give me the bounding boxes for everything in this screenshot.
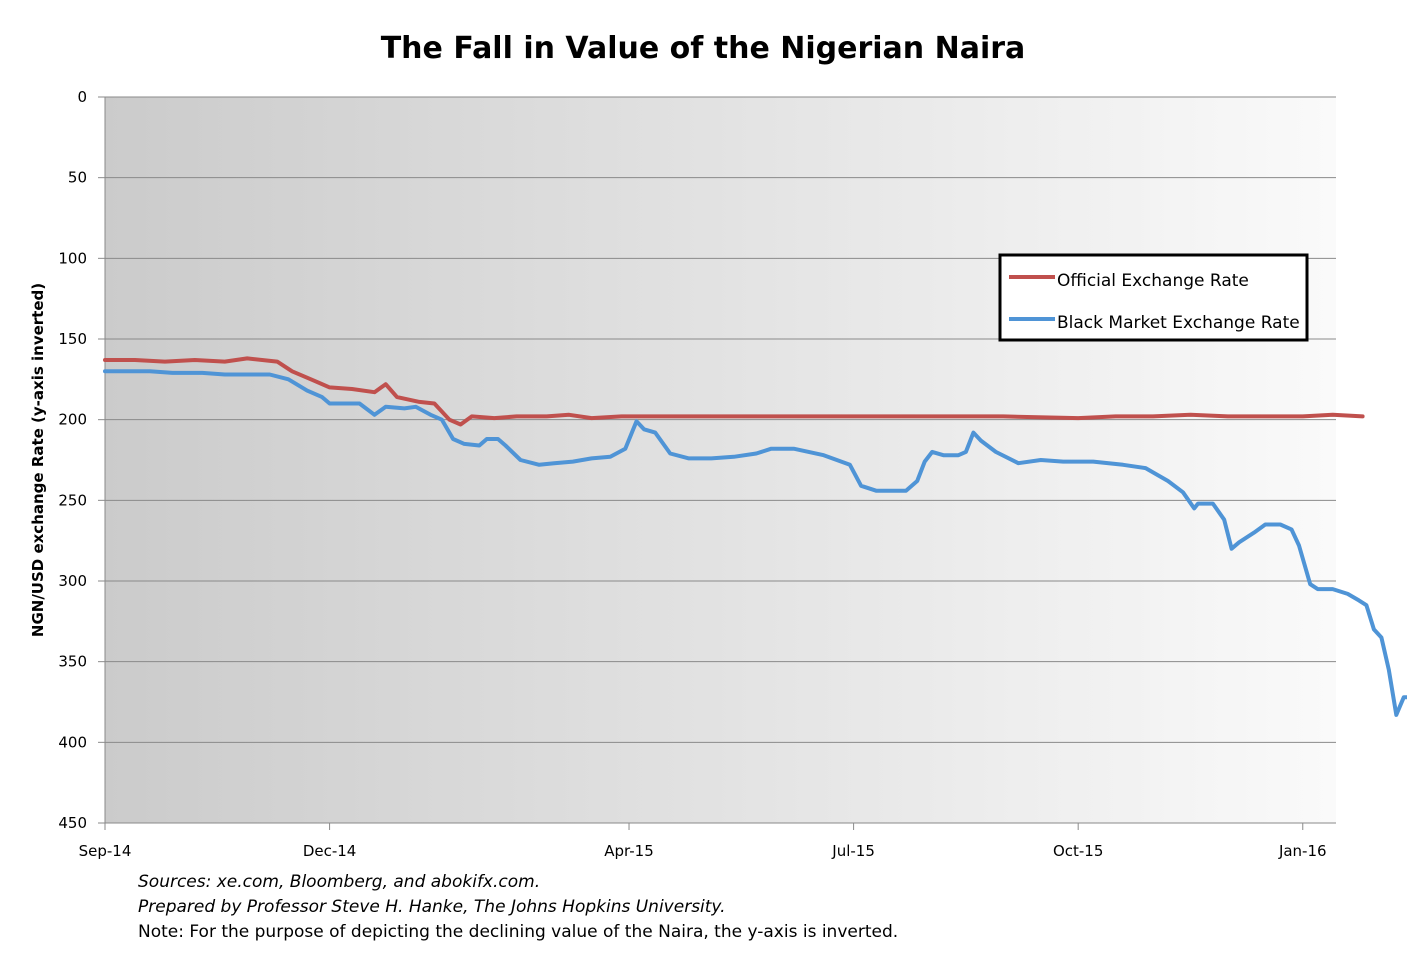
gridlines <box>105 96 1336 743</box>
x-tick-label: Oct-15 <box>1053 842 1103 860</box>
y-tick-label: 300 <box>58 572 87 590</box>
y-tick-label: 400 <box>58 733 87 751</box>
x-tick-label: Jan-16 <box>1278 842 1327 860</box>
x-tick-label: Jul-15 <box>831 842 875 860</box>
legend-label-official: Official Exchange Rate <box>1057 271 1249 291</box>
y-tick-label: 250 <box>58 491 87 509</box>
legend-box <box>998 253 1309 342</box>
y-tick-label: 50 <box>68 169 87 187</box>
series-line-official <box>103 356 1365 427</box>
y-tick-label: 0 <box>77 88 87 106</box>
legend-label-black-market: Black Market Exchange Rate <box>1057 313 1300 333</box>
axes <box>98 96 1336 830</box>
legend: Official Exchange Rate Black Market Exch… <box>998 253 1309 342</box>
tick-labels: 0 50 100 150 200 250 300 350 400 450 Sep-14 Dec-14 A… <box>58 88 1326 860</box>
plot-area <box>105 97 1336 823</box>
chart-notes: Sources: xe.com, Bloomberg, and abokifx.… <box>138 870 898 945</box>
x-tick-label: Sep-14 <box>79 842 132 860</box>
y-tick-label: 450 <box>58 814 87 832</box>
series-lines <box>103 356 1407 717</box>
y-axis-label: NGN/USD exchange Rate (y-axis inverted) <box>29 283 47 637</box>
y-tick-label: 200 <box>58 411 87 429</box>
x-tick-label: Apr-15 <box>604 842 654 860</box>
series-line-black-market <box>103 369 1407 717</box>
prepared-by-note: Prepared by Professor Steve H. Hanke, Th… <box>138 897 726 917</box>
x-tick-label: Dec-14 <box>303 842 357 860</box>
y-tick-label: 100 <box>58 249 87 267</box>
chart-title: The Fall in Value of the Nigerian Naira <box>381 31 1026 66</box>
inverted-axis-note: Note: For the purpose of depicting the d… <box>138 922 899 942</box>
sources-note: Sources: xe.com, Bloomberg, and abokifx.… <box>138 872 541 892</box>
y-tick-label: 350 <box>58 653 87 671</box>
y-tick-label: 150 <box>58 330 87 348</box>
